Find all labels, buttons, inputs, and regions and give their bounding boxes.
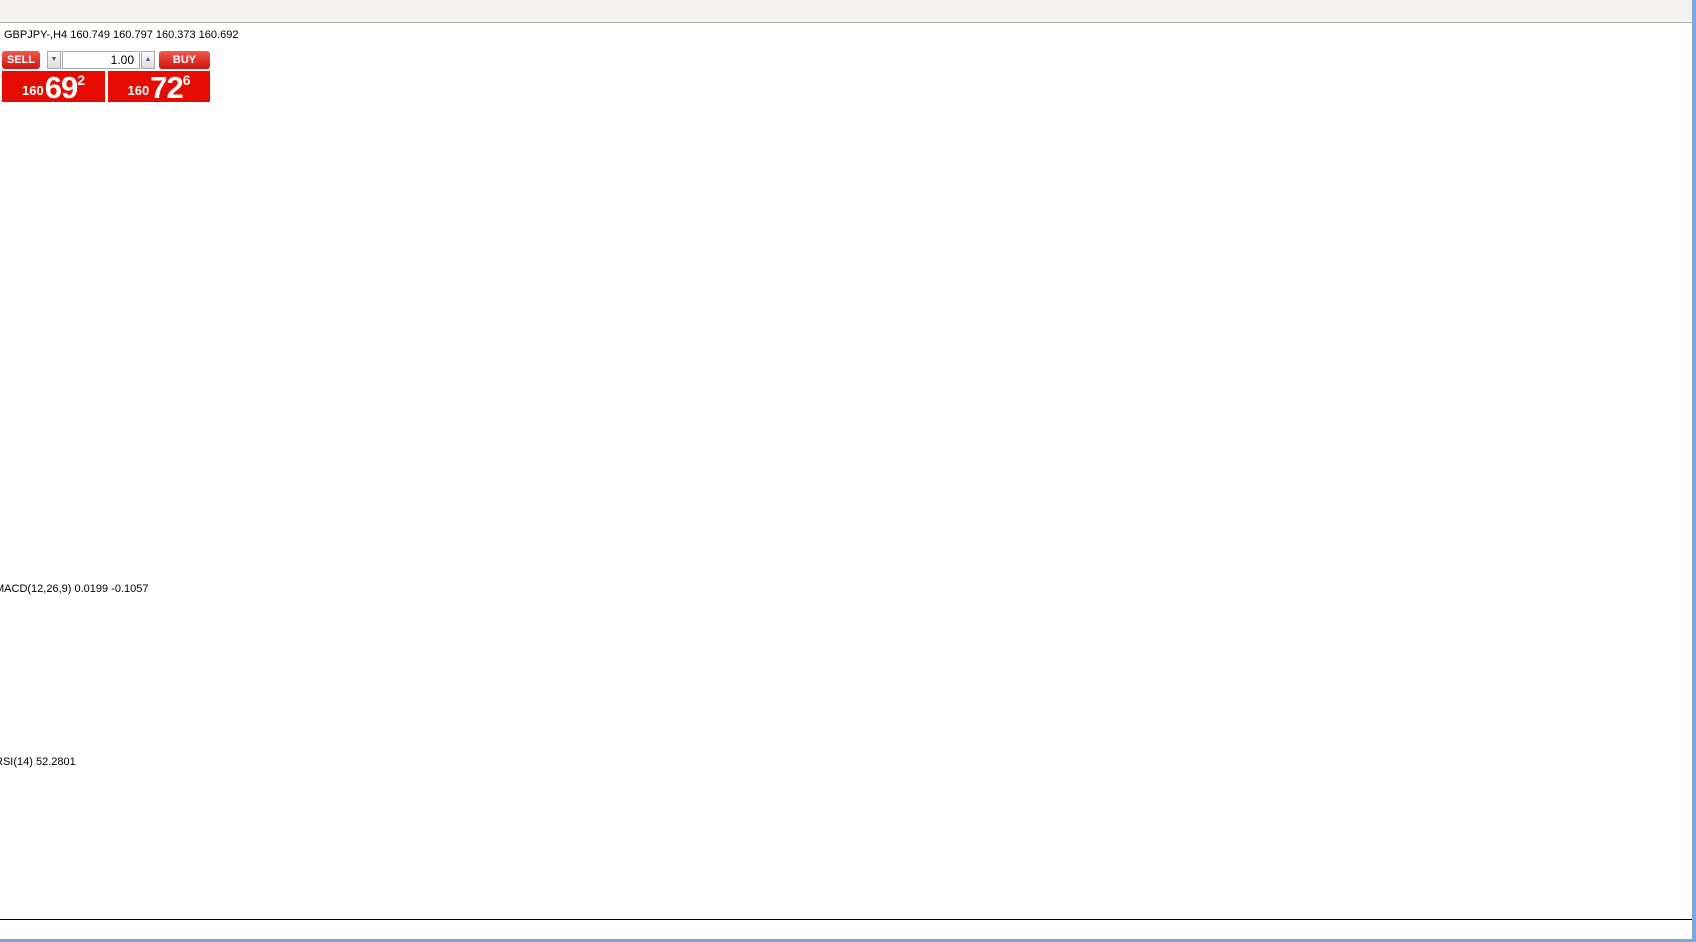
sell-price-pips: 69 [44,70,78,105]
one-click-trading: SELL ▼ 1.00 ▲ BUY 160 69 2 160 72 6 [2,51,210,105]
time-axis[interactable] [0,919,1692,939]
sell-price-pipette: 2 [77,72,85,88]
toolbar [0,0,1692,23]
buy-price-pipette: 6 [182,72,191,88]
buy-price[interactable]: 160 72 6 [108,70,210,105]
sell-price-big-figure: 160 [22,83,44,98]
buy-price-pips: 72 [150,70,183,105]
volume-up-button[interactable]: ▲ [141,51,155,69]
volume-down-button[interactable]: ▼ [47,51,61,69]
rsi-label: RSI(14) 52.2801 [0,756,76,768]
sell-button[interactable]: SELL [2,51,40,69]
sell-price[interactable]: 160 69 2 [2,70,105,105]
buy-button[interactable]: BUY [159,51,210,69]
volume-input[interactable]: 1.00 [62,51,140,69]
symbol-info: GBPJPY-,H4 160.749 160.797 160.373 160.6… [4,29,239,41]
buy-price-big-figure: 160 [127,83,150,98]
chart-window: GBPJPY-,H4 160.749 160.797 160.373 160.6… [0,23,1692,939]
chart-canvas [0,23,1692,919]
macd-label: MACD(12,26,9) 0.0199 -0.1057 [0,583,149,595]
